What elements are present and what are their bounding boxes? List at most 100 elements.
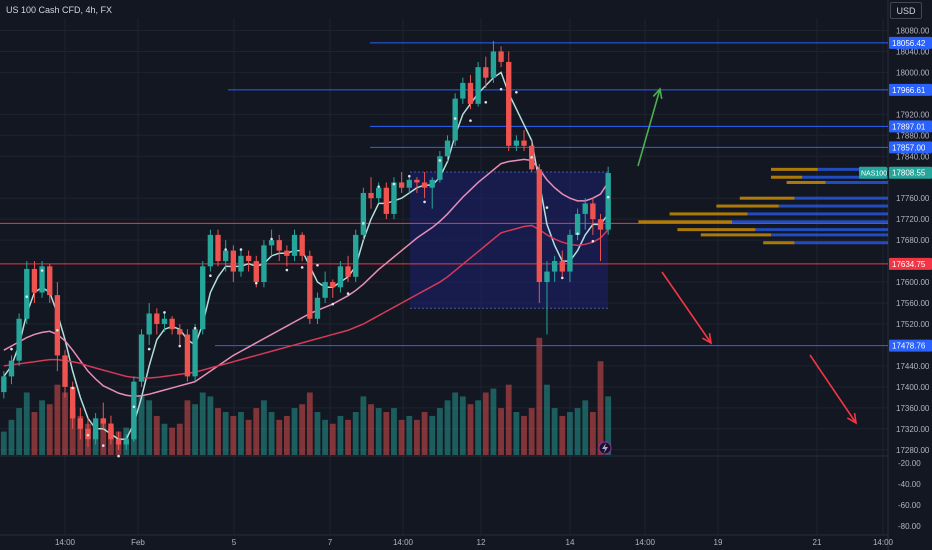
symbol-title: US 100 Cash CFD, 4h, FX bbox=[6, 5, 113, 15]
psar-dot bbox=[469, 119, 472, 122]
price-tag-bg bbox=[889, 36, 932, 49]
psar-dot bbox=[86, 433, 90, 437]
candle-body bbox=[215, 234, 221, 262]
candle-body bbox=[54, 295, 61, 356]
consolidation-box bbox=[410, 171, 608, 309]
candle-body bbox=[169, 318, 175, 330]
candle-body bbox=[406, 179, 412, 188]
profile-bar-blue bbox=[817, 167, 888, 171]
volume-bar bbox=[559, 415, 566, 455]
psar-dot bbox=[209, 274, 212, 278]
currency-button[interactable]: USD bbox=[890, 2, 922, 19]
candle-body bbox=[92, 418, 99, 440]
profile-bar-orange bbox=[638, 220, 732, 224]
candle-body bbox=[253, 261, 259, 283]
volume-bar bbox=[414, 419, 420, 455]
candle-body bbox=[138, 334, 145, 382]
volume-bar bbox=[184, 400, 191, 455]
volume-bar bbox=[597, 361, 604, 455]
candle-body bbox=[437, 156, 443, 180]
volume-bar bbox=[322, 419, 329, 455]
volume-bar bbox=[536, 337, 543, 455]
volume-bar bbox=[444, 400, 451, 455]
volume-bar bbox=[436, 408, 443, 455]
volume-bar bbox=[283, 415, 290, 455]
volume-bar bbox=[605, 396, 612, 455]
volume-bar bbox=[391, 408, 397, 455]
candle-body bbox=[100, 418, 106, 424]
bullish-arrow-head bbox=[652, 87, 663, 99]
candle-body bbox=[582, 203, 588, 214]
psar-dot bbox=[117, 454, 120, 458]
price-tag: 17897.01 bbox=[892, 122, 926, 131]
x-tick-label: 7 bbox=[328, 538, 333, 547]
candle-body bbox=[62, 355, 68, 387]
candle-body bbox=[115, 439, 122, 445]
volume-bar bbox=[513, 412, 520, 455]
candle-body bbox=[483, 67, 489, 78]
candle-body bbox=[345, 266, 351, 277]
candle-body bbox=[337, 266, 344, 288]
psar-dot bbox=[346, 292, 350, 295]
volume-bar bbox=[245, 419, 252, 455]
profile-bar-blue bbox=[794, 241, 888, 245]
candle-body bbox=[551, 261, 558, 272]
candle-body bbox=[567, 234, 573, 272]
psar-dot bbox=[300, 266, 304, 269]
profile-bar-orange bbox=[700, 233, 771, 237]
volume-bar bbox=[176, 423, 183, 455]
volume-bar bbox=[383, 412, 390, 455]
candle-body bbox=[429, 179, 435, 188]
volume-bar bbox=[146, 400, 153, 455]
candle-body bbox=[276, 240, 282, 251]
volume-bar bbox=[345, 419, 351, 455]
profile-bar-orange bbox=[677, 228, 756, 232]
candle-body bbox=[192, 329, 198, 377]
candle-body bbox=[69, 386, 76, 419]
oscillator-tick-label: -60.00 bbox=[898, 501, 921, 510]
y-tick-label: 17520.00 bbox=[896, 320, 930, 329]
candle-body bbox=[536, 169, 543, 283]
volume-bar bbox=[490, 388, 497, 455]
volume-bar bbox=[8, 419, 15, 455]
bearish-arrow-1 bbox=[661, 271, 712, 344]
candle-body bbox=[467, 82, 474, 104]
psar-dot bbox=[453, 117, 457, 120]
candle-body bbox=[444, 140, 451, 157]
candle-body bbox=[123, 439, 129, 445]
x-tick-label: Feb bbox=[131, 538, 145, 547]
psar-dot bbox=[56, 328, 59, 332]
candle-body bbox=[31, 268, 38, 293]
candle-body bbox=[360, 192, 367, 235]
y-tick-label: 17600.00 bbox=[896, 278, 930, 287]
volume-bar bbox=[54, 384, 61, 455]
bearish-arrow-1-head bbox=[701, 332, 713, 345]
candle-body bbox=[314, 297, 321, 319]
volume-bar bbox=[398, 419, 405, 455]
y-tick-label: 17560.00 bbox=[896, 299, 930, 308]
lightning-glyph bbox=[602, 443, 608, 453]
volume-bar bbox=[452, 392, 459, 455]
price-tag-red: 17634.75 bbox=[892, 260, 926, 269]
volume-bar bbox=[23, 392, 30, 455]
candle-body bbox=[177, 329, 183, 335]
price-tag-bg bbox=[889, 83, 932, 96]
profile-bar-blue bbox=[755, 228, 888, 232]
profile-bar-blue bbox=[778, 204, 888, 208]
profile-bar-orange bbox=[771, 167, 818, 171]
psar-dot bbox=[499, 87, 503, 91]
candle-body bbox=[414, 179, 420, 183]
moving-average-line bbox=[3, 158, 609, 398]
profile-bar-blue bbox=[732, 220, 888, 224]
psar-dot bbox=[591, 239, 595, 243]
volume-bar bbox=[314, 412, 321, 455]
symbol-tag: NAS100 bbox=[861, 171, 887, 178]
candle-body bbox=[291, 234, 298, 256]
candle-body bbox=[330, 282, 336, 288]
candle-body bbox=[230, 250, 237, 272]
y-tick-label: 17720.00 bbox=[896, 215, 930, 224]
profile-bar-orange bbox=[771, 175, 803, 179]
oscillator-tick-label: -40.00 bbox=[898, 480, 921, 489]
psar-dot bbox=[530, 156, 533, 159]
